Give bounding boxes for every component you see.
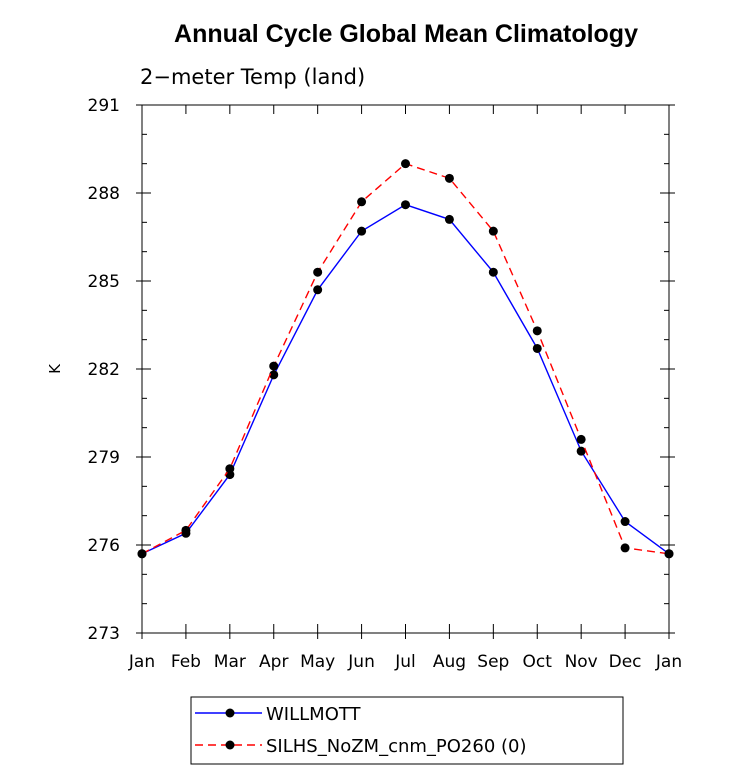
x-tick-label: Nov: [565, 652, 598, 672]
series-point-1: [181, 525, 191, 535]
series-point-1: [620, 543, 630, 553]
x-tick-label: Jul: [394, 652, 416, 672]
plot-frame: [141, 104, 670, 634]
series-point-1: [576, 434, 586, 444]
series-point-0: [313, 285, 323, 295]
series-point-0: [532, 343, 542, 353]
series-point-1: [444, 173, 454, 183]
x-tick-label: Apr: [259, 652, 288, 672]
series-line-0: [141, 203, 670, 555]
y-tick-label: 273: [88, 624, 120, 644]
series-point-1: [357, 197, 367, 207]
series-layer: [137, 159, 674, 559]
x-tick-label: Aug: [433, 652, 466, 672]
series-point-1: [313, 267, 323, 277]
ticks-layer: Jan Feb Mar Apr May Jun Jul Aug Sep Oct Nov Dec Jan 2…: [88, 96, 683, 672]
series-point-0: [269, 370, 279, 380]
series-point-0: [488, 267, 498, 277]
legend-label-silhs: SILHS_NoZM_cnm_PO260 (0): [266, 736, 527, 757]
series-point-0: [444, 214, 454, 224]
legend-label-willmott: WILLMOTT: [266, 704, 362, 725]
x-tick-label: Oct: [523, 652, 553, 672]
x-tick-label: Feb: [171, 652, 201, 672]
series-point-0: [401, 200, 410, 210]
y-tick-label: 288: [88, 184, 120, 204]
series-point-0: [576, 446, 586, 456]
series-point-1: [225, 464, 235, 474]
x-tick-label: Mar: [214, 652, 246, 672]
chart-subtitle: 2−meter Temp (land): [140, 65, 365, 89]
y-tick-label: 285: [88, 272, 120, 292]
legend-marker-silhs: [225, 740, 235, 750]
series-point-1: [401, 159, 410, 169]
series-point-1: [532, 326, 542, 336]
x-tick-label: Sep: [477, 652, 509, 672]
legend-box: [190, 696, 624, 765]
y-axis-label: K: [46, 363, 64, 374]
y-tick-label: 291: [88, 96, 120, 116]
x-tick-label: Jan: [128, 652, 155, 672]
x-tick-label: Jan: [655, 652, 682, 672]
y-tick-label: 282: [88, 360, 120, 380]
y-tick-label: 276: [88, 536, 120, 556]
chart-title: Annual Cycle Global Mean Climatology: [174, 20, 638, 48]
x-tick-label: Dec: [609, 652, 642, 672]
series-point-0: [357, 226, 367, 236]
x-tick-label: May: [300, 652, 335, 672]
series-point-1: [488, 226, 498, 236]
series-point-1: [269, 361, 279, 371]
y-tick-label: 279: [88, 448, 120, 468]
x-tick-label: Jun: [347, 652, 375, 672]
series-line-1: [141, 162, 670, 555]
legend: WILLMOTT SILHS_NoZM_cnm_PO260 (0): [190, 696, 624, 765]
legend-marker-willmott: [225, 708, 235, 718]
series-point-0: [620, 517, 630, 527]
